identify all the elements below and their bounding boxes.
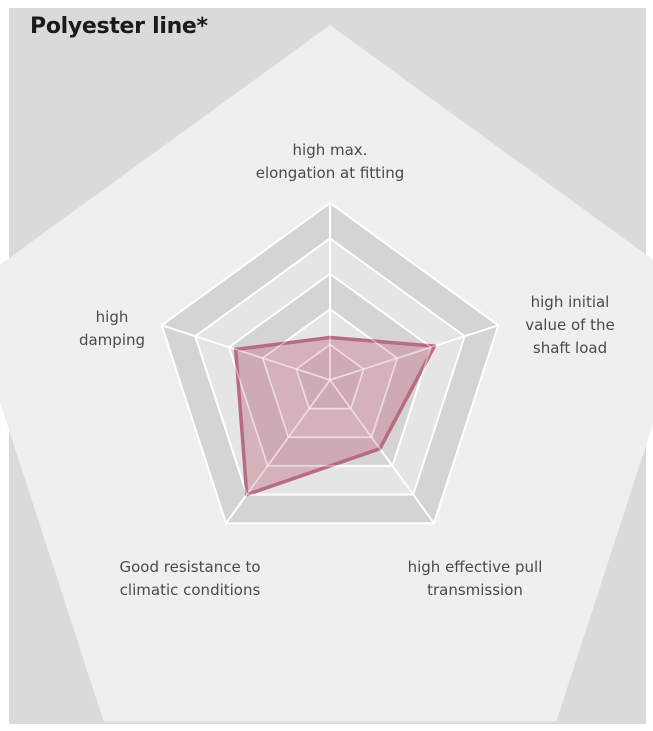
grid-ring-overlay-4 xyxy=(194,237,466,496)
grid-ring-overlay-2 xyxy=(261,308,399,439)
axis-label-pull-transmission: high effective pull transmission xyxy=(407,558,543,599)
axis-label-elongation: high max. elongation at fitting xyxy=(255,141,405,182)
grid-spoke-overlay-1 xyxy=(329,324,499,381)
grid-ring-overlay-3 xyxy=(228,272,432,467)
chart-title: Polyester line* xyxy=(30,14,208,39)
axis-label-shaft-load: high initial value of the shaft load xyxy=(525,293,615,357)
grid-spoke-overlay-2 xyxy=(329,379,435,524)
axis-label-damping: high damping xyxy=(78,308,146,349)
grid-spoke-overlay-4 xyxy=(161,324,331,381)
series-polygon-0 xyxy=(233,335,437,497)
grid-spoke-overlay-3 xyxy=(225,379,331,524)
series-layer xyxy=(161,203,499,524)
axis-label-climatic-resistance: Good resistance to climatic conditions xyxy=(119,558,261,599)
grid-ring-overlay-1 xyxy=(295,343,365,410)
